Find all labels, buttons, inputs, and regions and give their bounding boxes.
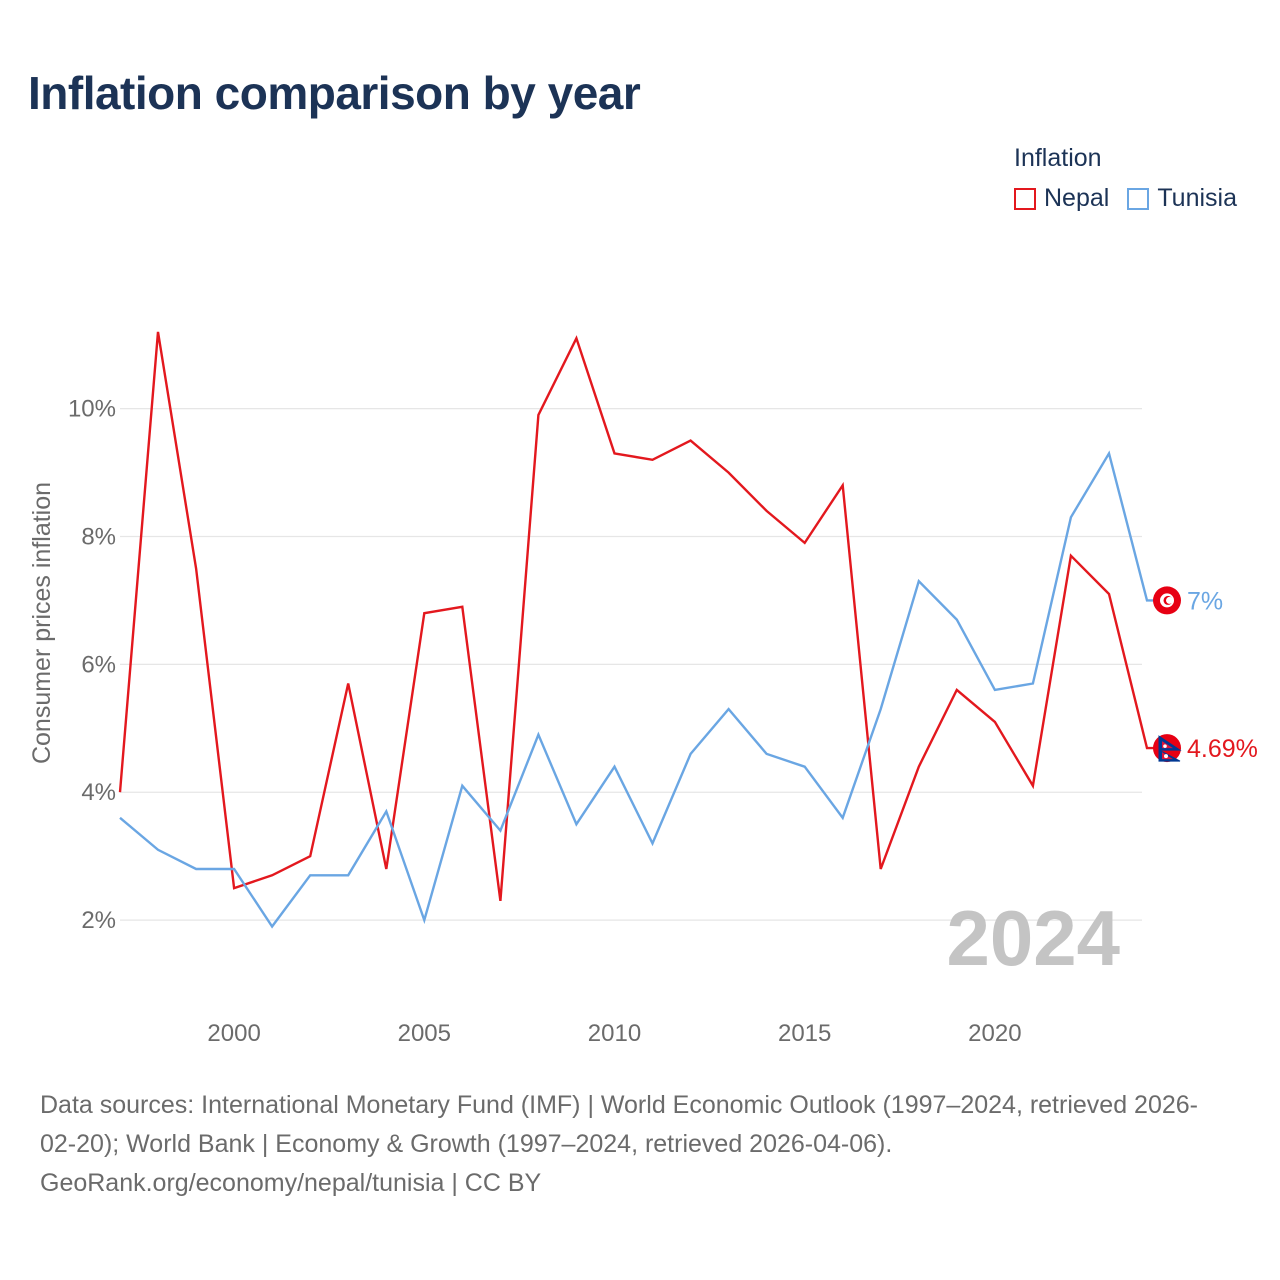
chart-title: Inflation comparison by year (28, 67, 641, 119)
y-axis-ticks: 2% 4% 6% 8% 10% (68, 396, 116, 934)
y-tick-label: 2% (81, 907, 116, 934)
x-axis-ticks: 2000 2005 2010 2015 2020 (207, 1020, 1021, 1047)
legend-swatch-tunisia (1127, 187, 1150, 210)
footer-sources-line2: 02-20); World Bank | Economy & Growth (1… (40, 1130, 893, 1158)
x-tick-label: 2010 (588, 1020, 641, 1047)
x-tick-label: 2020 (968, 1020, 1021, 1047)
year-watermark: 2024 (946, 894, 1120, 982)
footer: Data sources: International Monetary Fun… (40, 1086, 1250, 1203)
legend-item-tunisia[interactable]: Tunisia (1127, 184, 1237, 213)
footer-sources-line1: Data sources: International Monetary Fun… (40, 1091, 1198, 1119)
flag-marker-nepal (1153, 734, 1182, 763)
legend-label-nepal: Nepal (1044, 184, 1110, 212)
x-tick-label: 2015 (778, 1020, 831, 1047)
x-tick-label: 2005 (398, 1020, 451, 1047)
legend-item-nepal[interactable]: Nepal (1014, 184, 1109, 213)
x-tick-label: 2000 (207, 1020, 260, 1047)
footer-credit[interactable]: GeoRank.org/economy/nepal/tunisia | CC B… (40, 1169, 542, 1197)
y-axis-label: Consumer prices inflation (28, 482, 56, 764)
y-tick-label: 6% (81, 651, 116, 678)
end-value-label-tunisia: 7% (1187, 587, 1223, 615)
legend-label-tunisia: Tunisia (1157, 184, 1237, 212)
legend-swatch-nepal (1014, 187, 1036, 210)
y-tick-label: 10% (68, 396, 116, 423)
line-chart: 2% 4% 6% 8% 10% 2000 2005 2010 2015 2020 Consume… (28, 331, 1258, 1047)
y-tick-label: 8% (81, 523, 116, 550)
series-line-tunisia[interactable] (119, 450, 1157, 929)
end-value-label-nepal: 4.69% (1187, 735, 1258, 763)
gridlines (120, 408, 1142, 921)
series-line-nepal[interactable] (118, 331, 1157, 902)
legend-title: Inflation (1014, 144, 1102, 172)
flag-marker-tunisia (1153, 586, 1181, 615)
end-markers: 4.69% 7% (1153, 586, 1258, 763)
y-tick-label: 4% (81, 779, 116, 806)
series-lines (118, 331, 1157, 929)
legend: Nepal Tunisia (1014, 184, 1255, 213)
